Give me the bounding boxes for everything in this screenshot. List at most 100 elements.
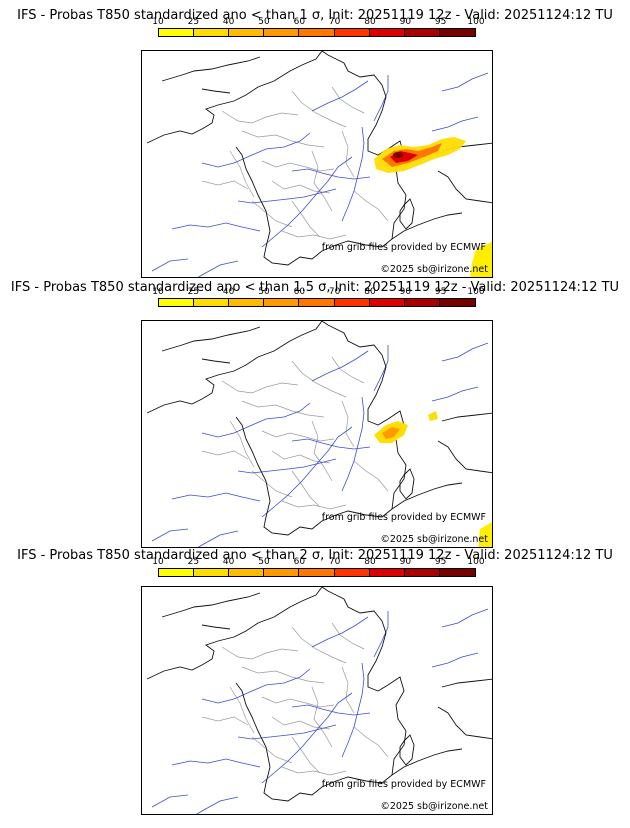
colorbar-segment [439,299,475,306]
colorbar-segment [334,29,370,36]
colorbar-tick-label: 70 [328,17,341,27]
probability-area [428,411,438,421]
colorbar-tick-label: 60 [293,17,306,27]
admin-boundary [201,450,249,460]
admin-boundary [353,190,389,222]
river [431,116,479,132]
coastline [161,326,261,364]
map-panel-2: IFS - Probas T850 standardized ano < tha… [0,270,630,548]
river [237,458,337,474]
river [171,222,261,232]
river [201,132,311,168]
admin-boundary [311,686,333,748]
admin-boundary [271,716,331,730]
colorbar-tick-label: 80 [364,557,376,567]
colorbar-segment [194,29,230,36]
colorbar-tick-label: 100 [467,17,485,27]
colorbar-segment [334,569,370,576]
colorbar-tick-label: 95 [434,287,447,297]
colorbar-labels: 10 25 40 50 60 70 80 90 95 100 [152,17,484,27]
river [261,156,353,248]
colorbar-segment [369,29,405,36]
admin-boundary [311,420,333,482]
coastline [321,587,407,776]
colorbar-segment [404,569,440,576]
river [291,704,371,716]
map-canvas [146,321,492,547]
river [291,168,371,180]
coastline [161,56,261,94]
admin-boundary [221,110,299,124]
river [341,662,365,758]
colorbar-segment [369,299,405,306]
river [197,260,239,277]
colorbar-tick-label: 10 [152,557,164,567]
coastline [391,482,463,510]
colorbar-tick-label: 95 [434,17,447,27]
admin-boundary [229,686,255,734]
admin-boundary [201,716,249,726]
colorbar-tick-label: 25 [187,557,200,567]
colorbar-segment [264,569,300,576]
colorbar-segment [299,29,335,36]
admin-boundary [331,622,365,650]
france-map: from grib files provided by ECMWF ©2025 … [141,320,493,548]
admin-boundary [241,400,325,418]
corsica-coast [399,198,415,230]
river [237,724,337,740]
colorbar-segment [194,569,230,576]
colorbar-tick-label: 10 [152,287,164,297]
colorbar-segment [159,29,195,36]
river [441,342,489,362]
colorbar-tick-label: 100 [467,287,485,297]
river [431,386,479,402]
colorbar-segment [404,299,440,306]
admin-boundary [251,736,293,764]
colorbar-segment [439,29,475,36]
map-panel-1: IFS - Probas T850 standardized ano < tha… [0,0,630,278]
admin-boundary [261,696,335,708]
colorbar-segment [159,569,195,576]
colorbar-segment [229,299,265,306]
colorbar-tick-label: 25 [187,17,200,27]
colorbar-tick-label: 40 [222,287,235,297]
coastline [321,321,407,510]
colorbar-tick-label: 60 [293,287,306,297]
river [341,396,365,492]
coastline [235,146,393,266]
colorbar-segment [229,569,265,576]
map-canvas [146,587,492,814]
map-panel-3: IFS - Probas T850 standardized ano < tha… [0,540,630,815]
admin-boundary [261,160,335,172]
colorbar-tick-label: 80 [364,17,376,27]
admin-boundary [341,400,355,448]
panel-title: IFS - Probas T850 standardized ano < tha… [17,548,613,563]
admin-boundary [291,736,321,774]
admin-boundary [221,380,299,394]
colorbar-tick-label: 80 [364,287,376,297]
river [441,608,489,628]
france-map: from grib files provided by ECMWF ©2025 … [141,50,493,278]
panel-title: IFS - Probas T850 standardized ano < tha… [17,8,613,23]
colorbar-segment [159,299,195,306]
admin-boundary [331,86,365,114]
admin-boundary [331,356,365,384]
copyright: ©2025 sb@irizone.net [380,264,488,275]
river [261,426,353,518]
admin-boundary [221,646,299,660]
admin-boundary [291,360,347,398]
colorbar-tick-label: 70 [328,287,341,297]
river [373,345,389,392]
colorbar-tick-label: 25 [187,287,200,297]
admin-boundary [241,130,325,148]
coastline [235,682,393,802]
colorbar-tick-label: 50 [258,17,270,27]
colorbar-segment [229,29,265,36]
river [197,530,239,547]
admin-boundary [291,626,347,664]
colorbar-segment [264,299,300,306]
river [311,350,369,382]
river [151,794,189,808]
river [441,72,489,92]
copyright: ©2025 sb@irizone.net [380,801,488,812]
